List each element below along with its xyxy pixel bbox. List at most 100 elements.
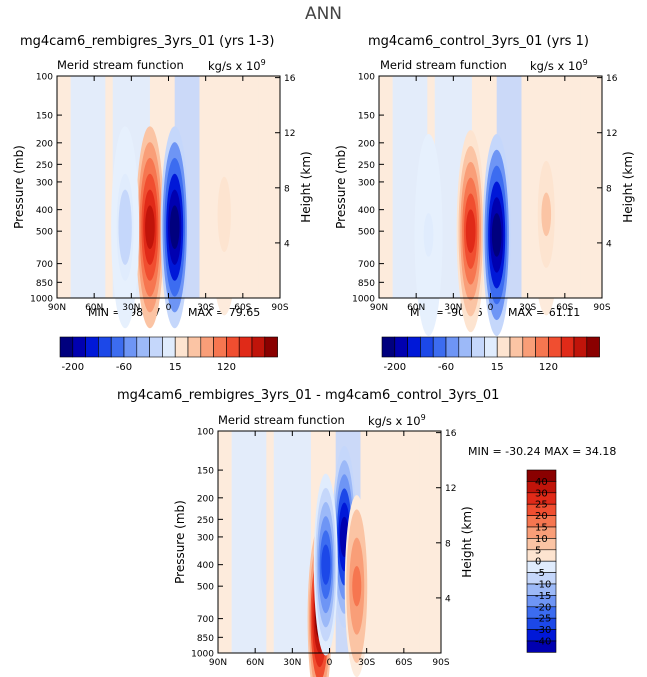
- y2-tick-label: 16: [606, 74, 618, 84]
- colorbar-tick-label: -10: [535, 580, 551, 591]
- y-tick-label: 200: [197, 494, 214, 504]
- colorbar-swatch: [381, 336, 396, 358]
- colorbar-swatch: [72, 336, 86, 358]
- y-tick-label: 500: [36, 228, 53, 238]
- x-tick-label: 30N: [283, 658, 301, 668]
- y-tick-label: 1000: [191, 650, 214, 660]
- x-tick-label: 90S: [271, 303, 288, 313]
- colorbar-swatch: [548, 336, 562, 358]
- colorbar-tick-label: 15: [491, 362, 504, 373]
- field-contour: [321, 544, 331, 585]
- colorbar-swatch: [162, 336, 176, 358]
- y2-tick-label: 12: [445, 484, 456, 494]
- colorbar-swatch: [458, 336, 472, 358]
- x-tick-label: 30N: [122, 303, 140, 313]
- colorbar-swatch: [110, 336, 125, 358]
- y2-axis-label: Height (km): [460, 506, 474, 577]
- y2-tick-label: 4: [284, 239, 290, 249]
- panel1-units-text: kg/s x 10: [208, 58, 261, 73]
- colorbar-swatch: [509, 336, 524, 358]
- colorbar-tick-label: -25: [535, 614, 551, 625]
- y-tick-label: 250: [197, 516, 214, 526]
- panel3-colorbar: [526, 469, 557, 653]
- colorbar-tick-label: 120: [217, 362, 236, 373]
- colorbar-tick-label: 15: [535, 523, 548, 534]
- colorbar-swatch: [445, 336, 460, 358]
- colorbar-swatch: [420, 336, 434, 358]
- field-band: [231, 431, 267, 653]
- y-tick-label: 850: [197, 634, 214, 644]
- colorbar-tick-label: 20: [535, 511, 548, 522]
- colorbar-swatch: [471, 336, 485, 358]
- y-tick-label: 250: [358, 161, 375, 171]
- y-tick-label: 400: [197, 561, 214, 571]
- colorbar-swatch: [251, 336, 266, 358]
- colorbar-swatch: [394, 336, 408, 358]
- field-contour: [423, 213, 434, 257]
- x-tick-label: 30N: [444, 303, 462, 313]
- y2-tick-label: 8: [445, 539, 451, 549]
- y-tick-label: 250: [36, 161, 53, 171]
- panel3-units: kg/s x 109: [368, 413, 426, 428]
- panel1-subtitle: Merid stream function: [57, 58, 184, 72]
- colorbar-tick-label: 5: [535, 545, 541, 556]
- x-tick-label: 0: [166, 303, 172, 313]
- colorbar-tick-label: -5: [535, 568, 545, 579]
- panel1-units-exp: 9: [260, 58, 266, 67]
- x-tick-label: 90S: [593, 303, 610, 313]
- panel3-units-text: kg/s x 10: [368, 413, 421, 428]
- x-tick-label: 90S: [432, 658, 449, 668]
- y-axis-label: Pressure (mb): [334, 145, 348, 229]
- panel3-plot: [217, 430, 442, 677]
- colorbar-swatch: [136, 336, 150, 358]
- x-tick-label: 60S: [556, 303, 573, 313]
- y2-tick-label: 4: [606, 239, 612, 249]
- y2-tick-label: 16: [284, 74, 296, 84]
- y2-tick-label: 8: [284, 184, 290, 194]
- panel3-units-exp: 9: [420, 413, 426, 422]
- y-tick-label: 700: [358, 260, 375, 270]
- y2-tick-label: 12: [284, 129, 295, 139]
- colorbar-tick-label: 30: [535, 488, 548, 499]
- field-band: [70, 76, 106, 298]
- colorbar-swatch: [484, 336, 498, 358]
- panel3-minmax-label: MIN = -30.24 MAX = 34.18: [468, 445, 617, 458]
- y-tick-label: 300: [358, 178, 375, 188]
- y-tick-label: 700: [36, 260, 53, 270]
- field-contour: [465, 209, 476, 254]
- field-contour: [169, 205, 180, 250]
- colorbar-swatch: [407, 336, 421, 358]
- y-tick-label: 300: [36, 178, 53, 188]
- x-tick-label: 60N: [246, 658, 264, 668]
- colorbar-tick-label: -40: [535, 637, 551, 648]
- panel3-title: mg4cam6_rembigres_3yrs_01 - mg4cam6_cont…: [117, 388, 500, 403]
- y-axis-label: Pressure (mb): [12, 145, 26, 229]
- panel1-plot: [56, 75, 281, 329]
- y-axis-label: Pressure (mb): [173, 500, 187, 584]
- colorbar-swatch: [560, 336, 575, 358]
- field-contour: [541, 192, 552, 237]
- colorbar-swatch: [432, 336, 447, 358]
- y-tick-label: 100: [197, 428, 214, 438]
- x-tick-label: 30S: [358, 658, 375, 668]
- colorbar-swatch: [59, 336, 74, 358]
- y-tick-label: 500: [197, 583, 214, 593]
- x-tick-label: 60N: [407, 303, 425, 313]
- colorbar-tick-label: 10: [535, 534, 548, 545]
- y-tick-label: 200: [358, 139, 375, 149]
- colorbar-tick-label: -30: [535, 625, 551, 636]
- colorbar-swatch: [526, 640, 557, 653]
- colorbar-swatch: [586, 336, 600, 358]
- colorbar-swatch: [226, 336, 240, 358]
- colorbar-tick-label: 0: [535, 557, 541, 568]
- y-tick-label: 400: [36, 206, 53, 216]
- colorbar-swatch: [264, 336, 278, 358]
- y2-tick-label: 8: [606, 184, 612, 194]
- panel1-colorbar: [59, 336, 278, 358]
- field-band: [388, 431, 420, 653]
- y-tick-label: 300: [197, 533, 214, 543]
- colorbar-tick-label: 120: [539, 362, 558, 373]
- panel2-colorbar: [381, 336, 600, 358]
- y-tick-label: 150: [197, 467, 214, 477]
